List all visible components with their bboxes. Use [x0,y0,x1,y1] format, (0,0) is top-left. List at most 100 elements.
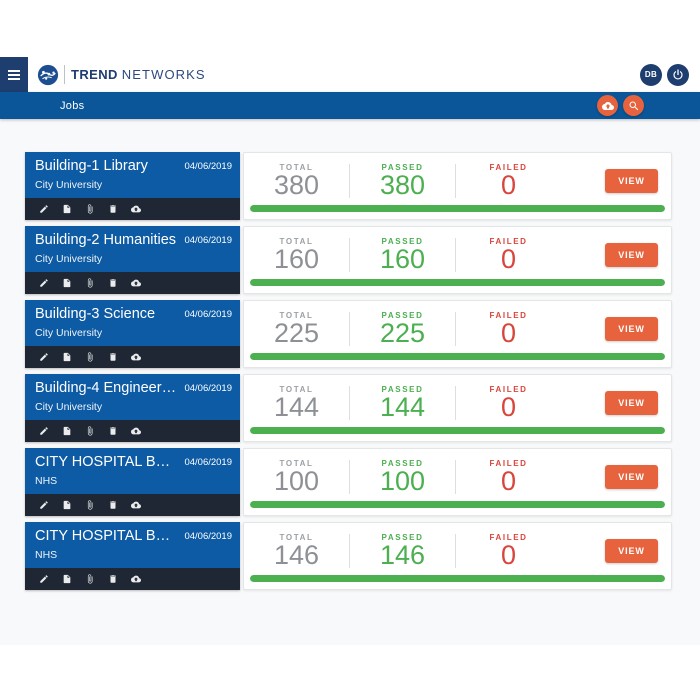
menu-button[interactable] [0,57,28,92]
view-button[interactable]: VIEW [605,316,658,341]
stat-total: TOTAL 225 [244,311,349,348]
job-header-block[interactable]: Building-4 Engineering 04/06/2019 City U… [25,374,240,442]
delete-button[interactable] [101,420,124,442]
attach-button[interactable] [78,346,101,368]
page-title: Jobs [60,99,85,112]
stat-total-label: TOTAL [279,459,314,468]
job-stats-panel: TOTAL 225 PASSED 225 FAILED 0 VIEW [243,300,672,368]
stat-divider [455,237,456,272]
cloud-upload-icon [130,205,141,213]
cloud-upload-button[interactable] [124,198,147,220]
file-button[interactable] [55,198,78,220]
file-button[interactable] [55,494,78,516]
delete-icon [109,501,116,509]
stat-divider [349,311,350,346]
file-button[interactable] [55,272,78,294]
job-header-block[interactable]: CITY HOSPITAL BUILDI... 04/06/2019 NHS [25,522,240,590]
progress-fill [250,501,665,508]
stat-passed: PASSED 144 [350,385,455,421]
cloud-upload-button[interactable] [124,568,147,590]
file-button[interactable] [55,568,78,590]
delete-button[interactable] [101,272,124,294]
power-icon [673,68,683,80]
job-title: Building-4 Engineering [35,380,179,396]
stat-failed-value: 0 [500,540,517,570]
delete-button[interactable] [101,494,124,516]
job-stats-panel: TOTAL 146 PASSED 146 FAILED 0 VIEW [243,522,672,590]
cloud-upload-button[interactable] [124,272,147,294]
attach-icon [87,352,92,362]
power-button[interactable] [667,63,689,86]
job-toolbar [25,494,240,516]
job-date: 04/06/2019 [184,383,232,394]
stat-passed: PASSED 100 [350,459,455,495]
progress-fill [250,575,665,582]
attach-icon [87,426,92,436]
job-title: CITY HOSPITAL BUILDI... [35,528,179,544]
file-button[interactable] [55,420,78,442]
stat-total-value: 144 [273,392,320,422]
stat-total-label: TOTAL [279,237,314,246]
delete-button[interactable] [101,198,124,220]
edit-button[interactable] [32,198,55,220]
job-toolbar [25,568,240,590]
edit-button[interactable] [32,568,55,590]
attach-button[interactable] [78,272,101,294]
stat-divider [455,459,456,494]
progress-track [250,501,665,508]
job-client: City University [35,253,103,265]
attach-button[interactable] [78,494,101,516]
stat-divider [455,385,456,420]
search-button[interactable] [623,95,644,116]
edit-button[interactable] [32,272,55,294]
stat-total-value: 160 [273,244,320,274]
stat-passed: PASSED 160 [350,237,455,273]
content-area: Building-1 Library 04/06/2019 City Unive… [0,119,700,645]
edit-button[interactable] [32,346,55,368]
view-button[interactable]: VIEW [605,168,658,193]
cloud-upload-button[interactable] [124,420,147,442]
job-header-block[interactable]: Building-1 Library 04/06/2019 City Unive… [25,152,240,220]
cloud-upload-button[interactable] [124,346,147,368]
job-date: 04/06/2019 [184,161,232,172]
view-button[interactable]: VIEW [605,390,658,415]
job-header-block[interactable]: Building-3 Science 04/06/2019 City Unive… [25,300,240,368]
cloud-upload-icon [601,101,614,110]
stat-total: TOTAL 160 [244,237,349,274]
cloud-upload-button[interactable] [597,95,618,116]
stat-passed-label: PASSED [381,163,424,172]
delete-button[interactable] [101,568,124,590]
attach-button[interactable] [78,420,101,442]
attach-icon [87,574,92,584]
stat-divider [349,459,350,494]
job-client: NHS [35,475,58,487]
attach-button[interactable] [78,198,101,220]
attach-button[interactable] [78,568,101,590]
view-button[interactable]: VIEW [605,538,658,563]
delete-icon [109,205,116,213]
stat-passed-label: PASSED [381,385,424,394]
delete-button[interactable] [101,346,124,368]
job-header: Building-2 Humanities 04/06/2019 City Un… [25,226,240,272]
stat-total-value: 225 [273,318,320,348]
file-button[interactable] [55,346,78,368]
stat-failed: FAILED 0 [456,237,561,273]
file-icon [63,574,70,584]
stats-row: TOTAL 144 PASSED 144 FAILED 0 VIEW [244,375,671,427]
database-button[interactable]: DB [640,63,662,86]
view-button[interactable]: VIEW [605,464,658,489]
job-header-block[interactable]: Building-2 Humanities 04/06/2019 City Un… [25,226,240,294]
job-client: City University [35,179,103,191]
stat-total-label: TOTAL [279,385,314,394]
job-header: Building-4 Engineering 04/06/2019 City U… [25,374,240,420]
file-icon [63,278,70,288]
cloud-upload-button[interactable] [124,494,147,516]
job-card: Building-3 Science 04/06/2019 City Unive… [25,300,672,368]
edit-button[interactable] [32,494,55,516]
job-header-block[interactable]: CITY HOSPITAL BUILDI... 04/06/2019 NHS [25,448,240,516]
stat-total-value: 380 [273,170,320,200]
progress-track [250,353,665,360]
edit-button[interactable] [32,420,55,442]
cloud-upload-icon [130,575,141,583]
view-button[interactable]: VIEW [605,242,658,267]
